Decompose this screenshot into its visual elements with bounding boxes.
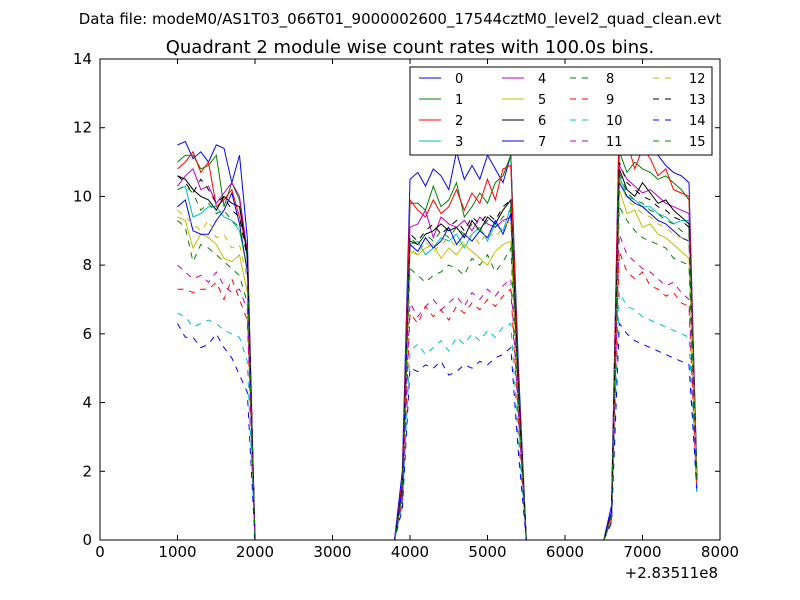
legend-label: 0	[455, 72, 463, 87]
legend-label: 5	[538, 93, 546, 108]
x-offset-label: +2.83511e8	[625, 564, 718, 582]
legend-entry: 15	[653, 135, 706, 150]
legend-entry: 13	[653, 93, 706, 108]
series-line-10	[177, 290, 698, 541]
series-line-3	[177, 175, 698, 541]
x-tick-label: 1000	[158, 543, 196, 561]
y-tick-label: 4	[82, 394, 92, 412]
legend-entry: 1	[419, 93, 463, 108]
legend-label: 7	[538, 135, 546, 150]
series-line-1	[177, 151, 698, 541]
legend-label: 9	[606, 93, 614, 108]
legend-label: 13	[689, 93, 706, 108]
y-tick-label: 10	[73, 187, 92, 205]
legend-label: 2	[455, 114, 463, 129]
legend-label: 10	[606, 114, 623, 129]
legend-label: 12	[689, 72, 706, 87]
x-tick-label: 8000	[701, 543, 739, 561]
legend-entry: 5	[502, 93, 546, 108]
legend-label: 1	[455, 93, 463, 108]
y-tick-label: 2	[82, 462, 92, 480]
series-line-11	[177, 234, 698, 541]
legend-entry: 3	[419, 135, 463, 150]
figure-suptitle: Data file: modeM0/AS1T03_066T01_90000026…	[79, 10, 722, 29]
legend-frame	[409, 66, 713, 156]
legend-entry: 2	[419, 114, 463, 129]
legend-entry: 14	[653, 114, 706, 129]
legend-label: 14	[689, 114, 706, 129]
legend-entry: 4	[502, 72, 546, 87]
x-tick-label: 4000	[391, 543, 429, 561]
legend-entry: 6	[502, 114, 546, 129]
y-tick-label: 6	[82, 325, 92, 343]
y-tick-label: 0	[82, 531, 92, 549]
series-line-6	[177, 168, 698, 541]
x-tick-label: 2000	[236, 543, 274, 561]
legend-entry: 0	[419, 72, 463, 87]
legend-label: 11	[606, 135, 623, 150]
series-line-15	[177, 172, 698, 541]
legend-label: 6	[538, 114, 546, 129]
series-line-8	[177, 204, 698, 541]
y-tick-label: 8	[82, 256, 92, 274]
x-tick-label: 5000	[468, 543, 506, 561]
series-line-4	[177, 163, 698, 541]
series-line-13	[177, 161, 698, 541]
legend-label: 8	[606, 72, 614, 87]
x-tick-label: 3000	[313, 543, 351, 561]
legend-entry: 7	[502, 135, 546, 150]
legend-entry: 10	[570, 114, 623, 129]
x-tick-label: 7000	[623, 543, 661, 561]
legend-entry: 11	[570, 135, 623, 150]
legend-label: 15	[689, 135, 706, 150]
series-line-12	[177, 179, 698, 541]
x-tick-label: 6000	[546, 543, 584, 561]
legend-label: 4	[538, 72, 546, 87]
x-tick-label: 0	[95, 543, 105, 561]
series-line-5	[177, 189, 698, 541]
chart-title: Quadrant 2 module wise count rates with …	[166, 37, 655, 58]
legend-label: 3	[455, 135, 463, 150]
x-axis: 0 1000 2000 3000 4000 5000 6000 7000 8000	[95, 59, 739, 561]
legend-entry: 9	[570, 93, 614, 108]
series-line-14	[177, 322, 698, 541]
legend-entry: 8	[570, 72, 614, 87]
legend-entry: 12	[653, 72, 706, 87]
y-tick-label: 12	[73, 119, 92, 137]
y-tick-label: 14	[73, 50, 92, 68]
series-layer	[177, 112, 698, 541]
